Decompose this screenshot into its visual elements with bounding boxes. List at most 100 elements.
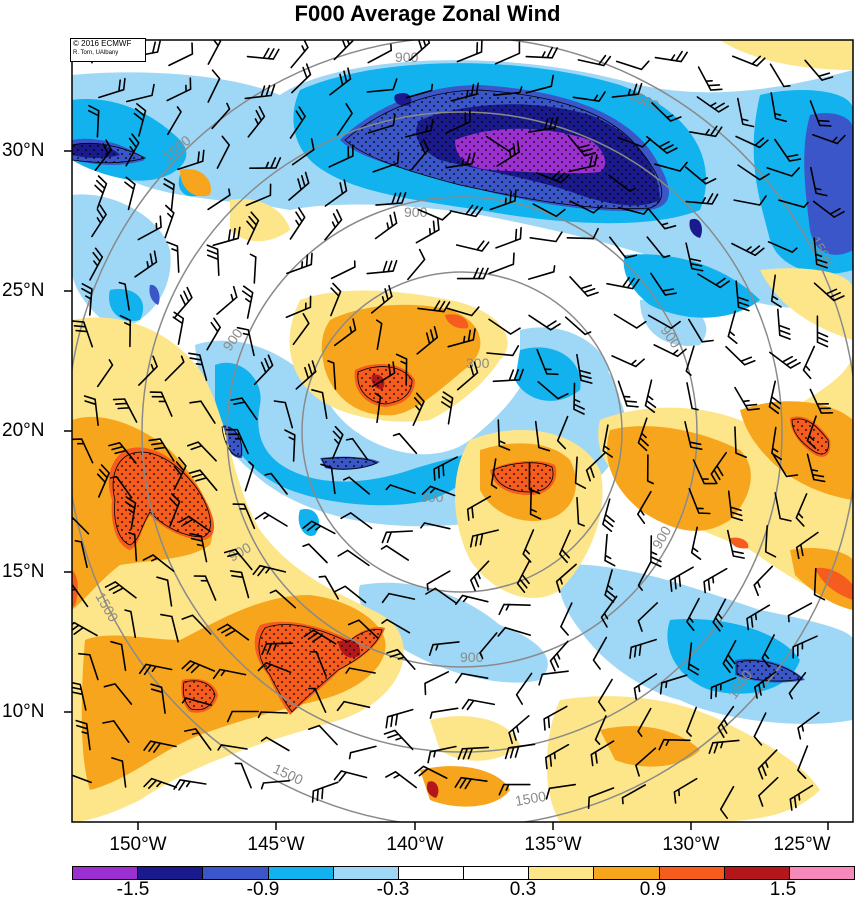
wind-barb <box>329 67 352 96</box>
wind-barb <box>426 570 451 591</box>
wind-barb <box>647 207 677 230</box>
wind-barb <box>103 683 133 705</box>
wind-barb <box>223 548 253 571</box>
wind-barb <box>217 623 250 641</box>
wind-barb <box>617 380 639 408</box>
wind-barb <box>806 453 826 483</box>
wind-barb <box>615 60 650 71</box>
wind-barb <box>374 392 382 424</box>
wind-barb <box>226 710 259 723</box>
wind-barb <box>260 779 291 790</box>
wind-barb <box>585 451 607 482</box>
wind-barb <box>684 421 703 450</box>
wind-barb <box>291 138 315 166</box>
wind-barb <box>261 642 294 655</box>
wind-barb <box>367 113 396 134</box>
wind-barb <box>320 463 336 495</box>
wind-barb <box>486 135 515 152</box>
wind-barb <box>534 420 551 452</box>
colorbar-segment <box>73 867 139 879</box>
lat-label: 10°N <box>2 701 45 722</box>
wind-barb <box>328 144 354 168</box>
colorbar-segment <box>203 867 269 879</box>
wind-barb <box>688 318 714 343</box>
wind-barb <box>812 134 846 145</box>
wind-barb <box>225 428 249 455</box>
wind-barb <box>697 66 723 91</box>
wind-barb <box>659 674 688 695</box>
wind-barb <box>290 40 309 69</box>
wind-barb <box>737 97 755 128</box>
wind-barb <box>72 320 94 348</box>
wind-barb <box>420 522 451 530</box>
wind-barb <box>719 785 735 819</box>
wind-barb <box>417 208 452 221</box>
wind-barb <box>787 602 813 623</box>
wind-barb <box>455 594 489 605</box>
wind-barb <box>504 743 536 760</box>
wind-barb <box>375 319 383 350</box>
wind-barb <box>118 281 130 311</box>
wind-barb <box>536 170 570 184</box>
wind-barb <box>690 526 702 560</box>
wind-barb <box>650 535 662 568</box>
wind-barb <box>425 587 458 605</box>
wind-barb <box>564 316 592 336</box>
wind-barb <box>412 392 425 426</box>
wind-barb <box>211 102 231 130</box>
wind-barb <box>737 164 770 181</box>
wind-barb <box>340 512 373 530</box>
wind-barb <box>385 484 416 494</box>
wind-barb <box>685 242 704 272</box>
wind-barb <box>75 719 91 751</box>
wind-barb <box>174 286 193 319</box>
wind-barb <box>493 86 523 96</box>
wind-barb <box>604 533 616 567</box>
wind-barb <box>345 437 369 461</box>
wind-barb <box>124 176 136 211</box>
wind-barb <box>797 711 820 740</box>
wind-barb <box>433 456 458 481</box>
wind-barb <box>445 306 480 317</box>
wind-barb <box>138 355 158 386</box>
wind-barb <box>633 673 658 700</box>
contour-label: 900 <box>395 49 419 65</box>
wind-barb <box>549 640 569 672</box>
wind-barb <box>611 355 645 368</box>
wind-barb <box>264 472 288 495</box>
wind-barb <box>577 54 612 67</box>
wind-barb <box>249 157 282 169</box>
wind-barb <box>416 326 439 355</box>
wind-barb <box>284 429 296 462</box>
credit-copyright: © 2016 ECMWF <box>73 39 132 48</box>
wind-barb <box>216 135 230 169</box>
wind-barb <box>348 745 377 760</box>
wind-barb <box>528 314 561 331</box>
wind-barb <box>508 715 530 745</box>
lon-label: 150°W <box>109 834 167 855</box>
colorbar-segment <box>398 867 465 879</box>
wind-barb <box>456 361 479 391</box>
wind-barb <box>492 368 524 383</box>
wind-barb <box>308 724 338 746</box>
wind-barb <box>525 46 558 59</box>
wind-barb <box>102 720 130 743</box>
wind-barb <box>178 515 211 533</box>
wind-barb <box>761 634 775 668</box>
wind-barb <box>769 63 791 88</box>
wind-barb <box>149 391 173 417</box>
wind-barb <box>556 415 569 450</box>
wind-barb <box>252 564 287 577</box>
wind-barb <box>74 540 88 569</box>
wind-barb <box>324 209 343 241</box>
wind-barb <box>604 569 616 603</box>
wind-barb <box>234 762 252 789</box>
wind-barb <box>181 697 213 706</box>
wind-barb <box>735 280 750 312</box>
radius-contour-900 <box>226 196 698 668</box>
wind-barb <box>111 757 127 788</box>
wind-barb <box>289 207 306 240</box>
wind-barb <box>269 589 297 609</box>
wind-barb <box>725 345 756 366</box>
wind-barb <box>96 359 114 388</box>
